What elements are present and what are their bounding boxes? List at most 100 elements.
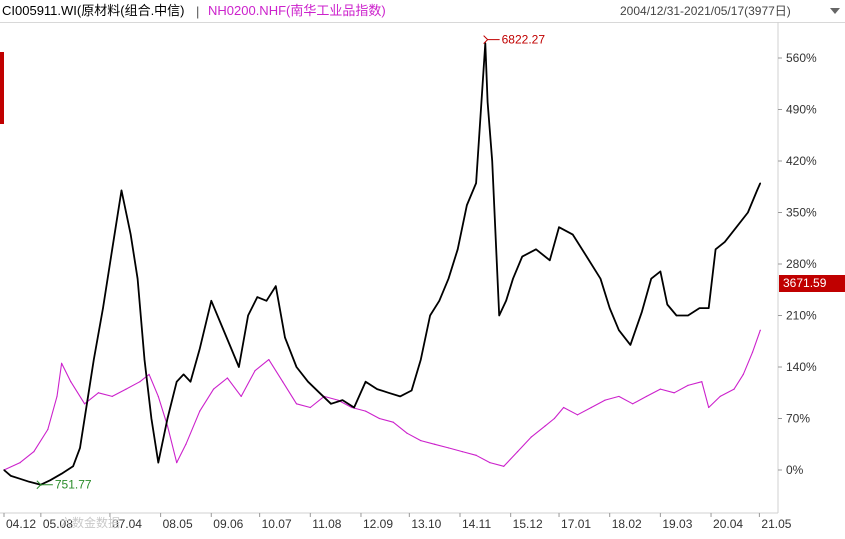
primary-data-point [86, 403, 88, 405]
x-tick-label: 17.01 [561, 517, 591, 531]
primary-data-point [491, 160, 493, 162]
secondary-data-point [212, 388, 215, 390]
primary-data-point [199, 348, 201, 350]
secondary-data-point [148, 373, 150, 375]
annotations: 751.77 6822.27 [36, 33, 546, 492]
primary-data-point [364, 381, 367, 383]
x-axis: 04.12 05.08 07.04 08.05 09.06 10.07 11.08 12.09… [3, 513, 792, 531]
x-tick-label: 07.04 [112, 517, 142, 531]
secondary-data-point [645, 395, 648, 398]
primary-data-point [93, 359, 95, 361]
y-tick-label: 140% [786, 360, 817, 374]
secondary-data-point [60, 362, 63, 364]
line-chart: 0%70%140%210%280%350%420%490%560% 04.12 0… [0, 22, 817, 531]
chart-header: CI005911.WI(原材料(组合.中信) | NH0200.NHF(南华工业… [0, 0, 845, 23]
primary-data-point [49, 479, 51, 481]
y-axis: 0% 70% 140% 210% 280% 350% 420% 490% 560% [778, 51, 817, 477]
secondary-data-point [604, 399, 606, 401]
y-tick-label: 350% [786, 206, 817, 220]
secondary-data-point [337, 399, 339, 401]
x-tick-label: 04.12 [6, 517, 36, 531]
primary-data-point [521, 256, 523, 258]
primary-data-point [487, 101, 489, 103]
primary-data-point [447, 278, 450, 280]
primary-data-point [256, 296, 258, 298]
secondary-data-point [125, 388, 127, 390]
annotation-arrow [36, 480, 53, 490]
primary-data-point [60, 473, 63, 475]
y-tick-label: 420% [786, 154, 817, 168]
series-line-secondary [3, 330, 761, 471]
secondary-series-label[interactable]: NH0200.NHF(南华工业品指数) [208, 3, 386, 18]
primary-data-point [72, 465, 74, 467]
primary-data-point [376, 388, 378, 390]
primary-data-point [19, 478, 21, 480]
primary-data-point [599, 278, 602, 280]
secondary-data-point [240, 395, 242, 398]
secondary-data-point [590, 406, 592, 409]
primary-data-point [330, 403, 332, 405]
secondary-data-point [489, 462, 491, 464]
primary-data-point [3, 469, 5, 471]
primary-data-point [265, 300, 268, 302]
primary-data-point [275, 285, 277, 287]
x-tick-label: 19.03 [662, 517, 692, 531]
primary-data-point [143, 359, 146, 361]
secondary-data-point [673, 392, 675, 394]
secondary-data-point [226, 377, 228, 379]
primary-data-point [353, 406, 355, 409]
primary-data-point [438, 300, 440, 302]
primary-data-point [150, 417, 152, 420]
secondary-data-point [659, 388, 661, 390]
primary-data-point [307, 381, 309, 383]
secondary-data-point [185, 443, 187, 445]
primary-data-point [130, 233, 132, 236]
primary-data-point [457, 248, 459, 250]
primary-data-point [210, 300, 212, 302]
primary-data-point [659, 270, 661, 272]
primary-data-point [535, 248, 537, 250]
secondary-data-point [503, 465, 505, 467]
primary-data-point [512, 278, 514, 280]
primary-data-point [466, 204, 468, 206]
secondary-data-point [176, 462, 178, 464]
primary-data-point [724, 241, 726, 243]
secondary-data-point [56, 395, 58, 398]
secondary-data-point [406, 432, 408, 434]
primary-data-point [735, 226, 737, 228]
secondary-data-point [420, 439, 422, 442]
primary-series-label[interactable]: CI005911.WI(原材料(组合.中信) [2, 3, 185, 18]
x-tick-label: 05.08 [43, 517, 73, 531]
date-range-label: 2004/12/31-2021/05/17(3977日) [620, 4, 791, 18]
secondary-data-point [759, 329, 761, 331]
secondary-data-point [434, 443, 436, 445]
secondary-data-point [544, 425, 546, 427]
primary-data-point [388, 392, 390, 394]
primary-data-point [558, 226, 560, 228]
chevron-down-icon[interactable] [829, 6, 841, 16]
secondary-data-point [553, 417, 556, 420]
secondary-data-point [47, 428, 49, 431]
secondary-data-point [254, 370, 256, 372]
secondary-data-point [618, 395, 620, 398]
secondary-data-point [733, 388, 735, 390]
secondary-data-point [751, 351, 754, 353]
annotation-label: 6822.27 [502, 33, 546, 47]
primary-data-point [28, 481, 30, 483]
x-tick-label: 09.06 [213, 517, 243, 531]
primary-data-point [572, 233, 574, 236]
primary-data-point [641, 311, 643, 313]
secondary-data-point [19, 462, 21, 464]
primary-data-point [120, 189, 123, 192]
y-tick-label: 560% [786, 51, 817, 65]
secondary-data-point [166, 425, 169, 427]
primary-data-point [411, 389, 413, 392]
primary-data-point [549, 259, 551, 261]
primary-data-point [219, 322, 222, 324]
primary-data-point [756, 189, 758, 192]
secondary-data-point [111, 395, 113, 398]
secondary-data-point [708, 406, 710, 409]
primary-data-point [698, 307, 701, 309]
primary-data-point [229, 344, 231, 346]
secondary-data-point [139, 381, 141, 383]
